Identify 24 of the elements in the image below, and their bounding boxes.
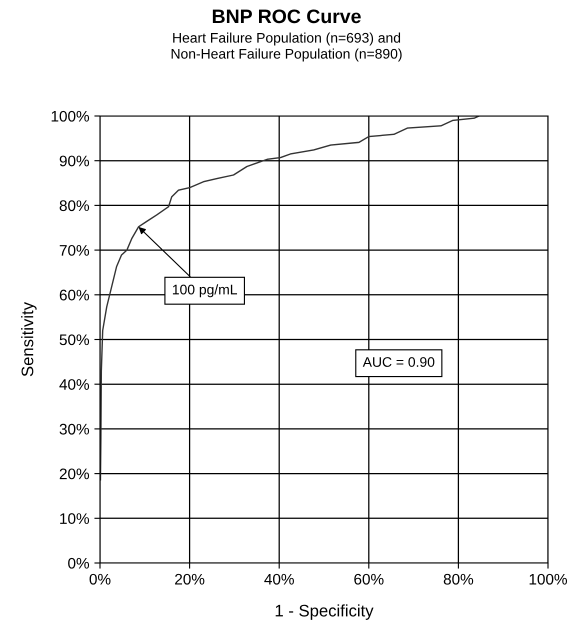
x-tick-label: 0%	[90, 574, 110, 585]
y-tick-label: 100%	[52, 110, 90, 122]
x-tick-label: 100%	[530, 574, 567, 585]
annotation: AUC = 0.90	[362, 357, 434, 367]
y-tick-label: 20%	[60, 468, 90, 480]
chart-subtitle: Heart Failure Population (n=693) and Non-Heart Failure Population (n=890)	[172, 32, 402, 62]
y-tick-label: 0%	[68, 558, 90, 569]
y-axis-title: Sensitivity	[21, 302, 37, 376]
x-axis-title: 1 - Specificity	[276, 604, 374, 620]
chart-title: BNP ROC Curve	[212, 9, 361, 24]
x-tick-label: 40%	[264, 574, 294, 585]
x-tick-label: 20%	[175, 574, 204, 585]
y-tick-label: 80%	[60, 200, 90, 212]
x-tick-label: 80%	[444, 574, 474, 585]
y-tick-label: 50%	[60, 334, 90, 346]
annotation: 100 pg/mL	[172, 284, 238, 298]
y-tick-label: 90%	[60, 156, 90, 166]
y-tick-label: 30%	[60, 424, 90, 435]
y-tick-label: 70%	[60, 244, 90, 256]
x-tick-label: 60%	[354, 574, 384, 585]
line-series	[100, 116, 480, 481]
y-tick-label: 40%	[59, 379, 90, 390]
y-tick-label: 60%	[60, 290, 90, 300]
y-tick-label: 10%	[60, 513, 90, 524]
